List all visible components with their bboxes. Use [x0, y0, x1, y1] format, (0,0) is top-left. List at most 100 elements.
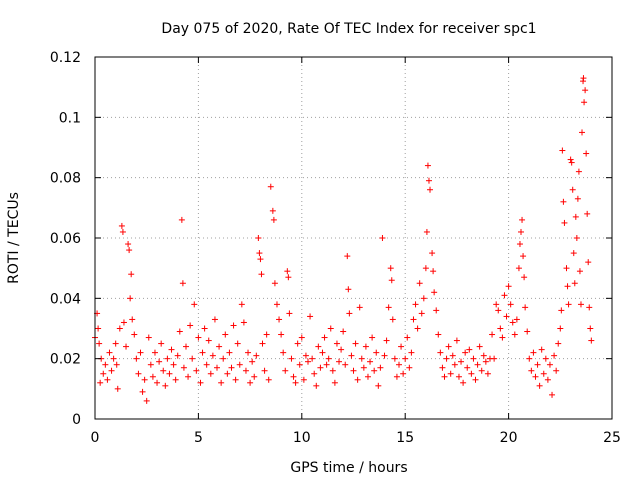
data-point	[197, 379, 204, 386]
data-point	[294, 340, 301, 347]
data-point	[224, 370, 231, 377]
data-point	[123, 343, 130, 350]
data-point	[464, 364, 471, 371]
data-point	[271, 280, 278, 287]
data-point	[513, 316, 520, 323]
data-point	[354, 376, 361, 383]
data-point	[425, 177, 432, 184]
data-point	[573, 235, 580, 241]
data-point	[435, 331, 442, 338]
data-point	[375, 382, 382, 389]
data-point	[577, 301, 584, 308]
data-point	[381, 352, 388, 359]
data-point	[585, 259, 592, 266]
data-point	[129, 316, 136, 323]
data-point	[509, 319, 516, 326]
data-point	[391, 355, 398, 362]
data-point	[238, 301, 245, 308]
data-point	[429, 250, 436, 257]
data-point	[414, 325, 421, 332]
data-point	[572, 213, 579, 220]
data-point	[220, 355, 227, 362]
data-point	[185, 373, 192, 380]
data-point	[327, 325, 334, 332]
data-point	[499, 334, 506, 341]
data-point	[119, 228, 126, 235]
data-point	[280, 349, 287, 356]
data-point	[209, 352, 216, 359]
data-point	[377, 364, 384, 371]
data-point	[236, 361, 243, 368]
data-point	[581, 99, 588, 106]
data-point	[443, 355, 450, 362]
data-point	[501, 292, 508, 299]
data-point	[278, 331, 285, 338]
data-point	[336, 358, 343, 365]
data-point	[205, 337, 212, 344]
data-point	[358, 355, 365, 362]
data-point	[114, 385, 121, 392]
data-point	[180, 364, 187, 371]
data-point	[395, 361, 402, 368]
data-point	[147, 361, 154, 368]
data-point	[307, 313, 314, 320]
data-point	[515, 265, 522, 272]
data-point	[331, 379, 338, 386]
data-point	[108, 367, 115, 374]
data-point	[245, 349, 252, 356]
data-point	[373, 349, 380, 356]
data-point	[172, 376, 179, 383]
data-point	[553, 367, 560, 374]
data-point	[427, 186, 434, 193]
data-point	[544, 376, 551, 383]
data-point	[447, 370, 454, 377]
data-point	[345, 286, 352, 293]
data-point	[526, 355, 533, 362]
chart-title: Day 075 of 2020, Rate Of TEC Index for r…	[161, 21, 536, 37]
data-point	[106, 349, 113, 356]
data-point	[491, 355, 498, 362]
data-point	[587, 325, 594, 332]
data-point	[218, 379, 225, 386]
data-point	[445, 343, 452, 350]
data-point	[474, 361, 481, 368]
data-point	[538, 346, 545, 353]
data-point	[583, 150, 590, 157]
data-point	[296, 361, 303, 368]
data-point	[367, 358, 374, 365]
data-point	[216, 343, 223, 350]
data-point	[534, 361, 541, 368]
data-point	[127, 295, 134, 302]
data-point	[179, 280, 186, 287]
data-point	[323, 361, 330, 368]
data-point	[340, 328, 347, 335]
data-point	[586, 304, 593, 311]
data-point	[416, 280, 423, 287]
data-point	[284, 268, 291, 275]
data-point	[519, 216, 526, 223]
data-point	[199, 349, 206, 356]
data-point	[317, 364, 324, 371]
data-point	[131, 331, 138, 338]
data-point	[300, 376, 307, 383]
data-point	[567, 156, 574, 163]
data-point	[164, 355, 171, 362]
data-point	[431, 289, 438, 296]
y-tick-label: 0	[72, 412, 81, 428]
data-point	[97, 379, 104, 386]
data-point	[174, 352, 181, 359]
data-point	[288, 355, 295, 362]
data-point	[342, 361, 349, 368]
data-point	[201, 325, 208, 332]
data-point	[398, 343, 405, 350]
data-point	[516, 241, 523, 248]
data-point	[311, 370, 318, 377]
data-point	[466, 346, 473, 353]
data-point	[470, 355, 477, 362]
data-point	[476, 343, 483, 350]
data-point	[137, 349, 144, 356]
y-tick-label: 0.04	[50, 291, 81, 307]
data-point	[187, 322, 194, 329]
data-point	[460, 379, 467, 386]
data-point	[261, 367, 268, 374]
